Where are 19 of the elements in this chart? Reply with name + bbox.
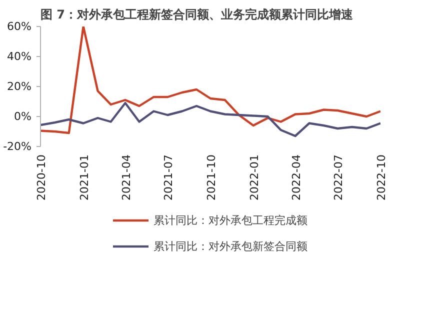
x-tick-label: 2022-01 bbox=[248, 154, 261, 200]
y-tick-label: 0% bbox=[14, 110, 32, 123]
legend-label: 累计同比：对外承包工程完成额 bbox=[154, 212, 308, 228]
x-tick-label: 2022-07 bbox=[332, 154, 346, 200]
x-tick-label: 2021-10 bbox=[205, 154, 218, 200]
y-tick-label: 40% bbox=[7, 50, 32, 63]
line-series bbox=[40, 102, 380, 138]
legend-label: 累计同比：对外承包新签合同额 bbox=[154, 238, 308, 254]
chart-title: 图 7：对外承包工程新签合同额、业务完成额累计同比增速 bbox=[40, 8, 354, 22]
line-series bbox=[40, 26, 380, 134]
x-tick-label: 2021-01 bbox=[78, 154, 91, 200]
x-tick-label: 2020-10 bbox=[35, 154, 48, 200]
x-tick-label: 2021-04 bbox=[120, 154, 133, 200]
x-tick-label: 2022-04 bbox=[290, 154, 303, 200]
y-tick-label: -20% bbox=[3, 140, 32, 153]
y-tick-label: 20% bbox=[7, 80, 32, 93]
x-tick-label: 2021-07 bbox=[162, 154, 176, 200]
x-tick-label: 2022-10 bbox=[375, 154, 388, 200]
y-tick-label: 60% bbox=[7, 20, 32, 33]
